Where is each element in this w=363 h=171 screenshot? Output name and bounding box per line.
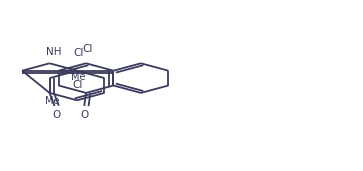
Text: Cl: Cl [83,44,93,54]
Text: Me: Me [71,72,86,82]
Text: Cl: Cl [74,48,84,58]
Text: Cl: Cl [72,81,83,90]
Text: O: O [52,110,61,120]
Text: O: O [81,110,89,120]
Text: NH: NH [46,47,62,57]
Text: Me: Me [45,96,60,106]
